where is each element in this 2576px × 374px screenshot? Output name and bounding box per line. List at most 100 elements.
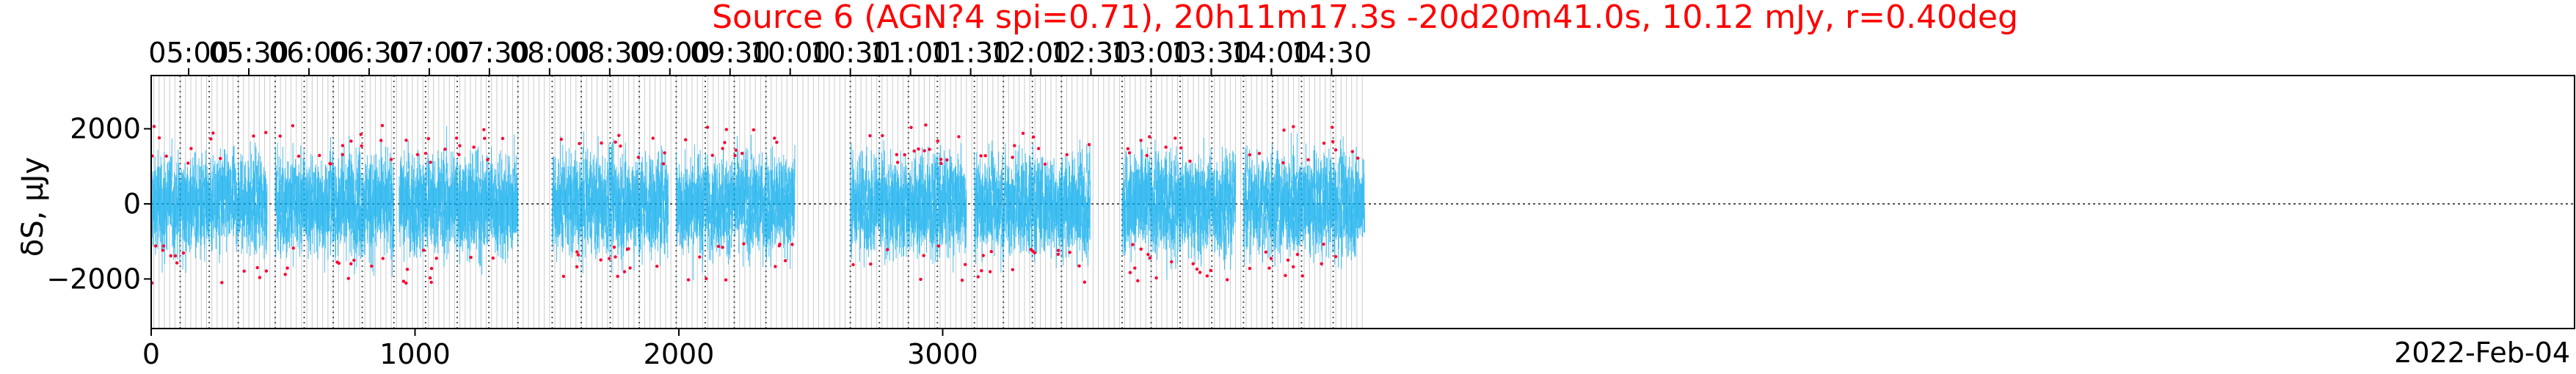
top-tick-label: 10:00 — [750, 37, 831, 69]
outlier-point — [1269, 257, 1273, 260]
x-tick-label: 0 — [142, 338, 160, 370]
outlier-point — [773, 136, 776, 140]
outlier-point — [1334, 148, 1338, 152]
top-tick-label: 14:30 — [1292, 37, 1372, 69]
outlier-point — [742, 242, 746, 246]
outlier-point — [734, 148, 738, 152]
outlier-point — [612, 245, 616, 249]
outlier-point — [989, 249, 994, 254]
outlier-point — [614, 140, 617, 144]
outlier-point — [895, 153, 899, 156]
outlier-point — [346, 276, 350, 280]
outlier-point — [264, 269, 269, 273]
outlier-point — [559, 137, 563, 142]
outlier-point — [774, 265, 777, 268]
outlier-point — [1264, 250, 1268, 254]
scan-boundaries — [179, 76, 1334, 329]
outlier-point — [790, 243, 794, 246]
top-tick-label: 07:00 — [389, 37, 470, 69]
outlier-point — [1029, 248, 1033, 252]
axes: 0 1000 2000 3000 −2000 0 2000 05:0005:3006:0006… — [46, 37, 1372, 370]
outlier-point — [1139, 139, 1143, 142]
outlier-point — [939, 161, 943, 165]
top-tick-label: 07:30 — [449, 37, 530, 69]
outlier-point — [1331, 125, 1334, 129]
outlier-point — [752, 128, 756, 132]
outlier-point — [903, 153, 906, 157]
outlier-point — [483, 136, 487, 140]
outlier-point — [636, 155, 641, 159]
top-tick-label: 05:30 — [208, 37, 289, 69]
outlier-point — [724, 128, 728, 131]
top-tick-label: 09:30 — [690, 37, 771, 69]
outlier-point — [209, 137, 213, 141]
outlier-point — [923, 149, 926, 153]
outlier-point — [599, 258, 603, 262]
outlier-point — [472, 145, 476, 149]
outlier-point — [575, 265, 579, 268]
outlier-point — [1174, 136, 1177, 140]
top-tick-label: 12:00 — [991, 37, 1071, 69]
y-axis-label: δS, μJy — [16, 157, 50, 257]
outlier-point — [486, 158, 490, 161]
y-tick-label: −2000 — [46, 263, 141, 295]
outlier-point — [705, 125, 710, 129]
outlier-point — [1209, 268, 1213, 272]
date-label: 2022-Feb-04 — [2394, 337, 2570, 369]
outlier-point — [1136, 279, 1140, 282]
outlier-point — [936, 244, 941, 248]
top-tick-label: 06:30 — [329, 37, 410, 69]
outlier-point — [285, 266, 289, 270]
outlier-point — [628, 266, 632, 270]
outlier-point — [1131, 243, 1135, 246]
outlier-point — [404, 139, 408, 142]
outlier-point — [917, 147, 920, 151]
outlier-point — [1065, 153, 1069, 157]
outlier-point — [895, 161, 900, 164]
outlier-point — [242, 269, 246, 273]
outlier-point — [600, 141, 603, 145]
outlier-point — [651, 136, 655, 140]
outlier-point — [1037, 147, 1041, 150]
outlier-point — [576, 253, 581, 257]
outlier-point — [622, 270, 627, 274]
outlier-point — [1195, 267, 1199, 271]
outlier-point — [1146, 252, 1150, 257]
outlier-point — [359, 133, 363, 136]
outlier-point — [981, 254, 986, 257]
outlier-point — [1154, 276, 1158, 280]
outlier-point — [1133, 266, 1137, 270]
top-tick-label: 14:00 — [1231, 37, 1312, 69]
outlier-point — [422, 249, 426, 252]
outlier-point — [157, 136, 161, 140]
outlier-point — [1087, 143, 1091, 147]
outlier-point — [979, 154, 983, 158]
outlier-point — [1198, 271, 1202, 274]
outlier-point — [1011, 155, 1014, 159]
outlier-point — [1033, 251, 1037, 254]
outlier-point — [909, 125, 913, 129]
outlier-point — [434, 257, 438, 260]
outlier-point — [291, 124, 295, 128]
outlier-point — [455, 136, 459, 140]
outlier-point — [1191, 262, 1195, 265]
y-tick-label: 0 — [123, 188, 141, 220]
outlier-point — [219, 156, 222, 161]
outlier-point — [964, 263, 967, 266]
outlier-point — [291, 246, 295, 250]
outlier-point — [283, 273, 287, 276]
outlier-point — [169, 254, 172, 257]
outlier-point — [220, 281, 224, 285]
outlier-point — [705, 276, 708, 281]
top-tick-label: 12:30 — [1051, 37, 1132, 69]
outlier-point — [575, 250, 579, 254]
outlier-point — [980, 269, 983, 273]
data-series-segment — [1242, 133, 1365, 269]
outlier-point — [381, 257, 385, 260]
outlier-point — [1295, 252, 1300, 257]
outlier-point — [428, 276, 432, 280]
outlier-point — [1257, 152, 1262, 155]
outlier-point — [429, 280, 433, 285]
outlier-point — [379, 139, 383, 142]
outlier-point — [335, 260, 339, 264]
